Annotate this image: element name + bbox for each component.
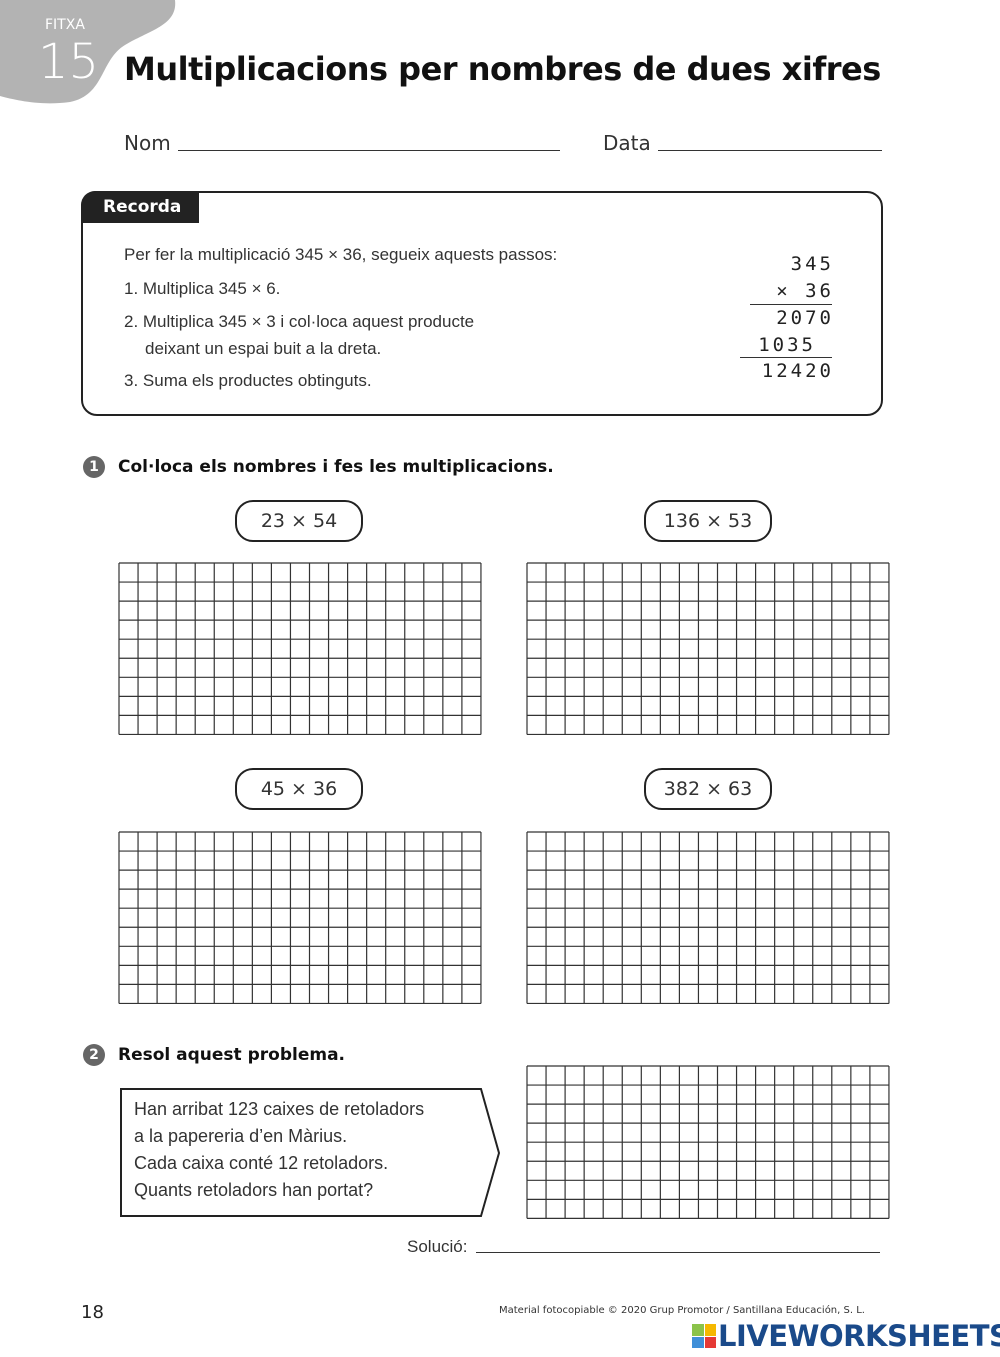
problem-line: Quants retoladors han portat?	[134, 1180, 374, 1200]
answer-grid-1[interactable]	[118, 562, 482, 736]
recorda-tag: Recorda	[81, 191, 199, 223]
operation-pill: 136 × 53	[644, 500, 772, 542]
fitxa-badge-shape	[0, 0, 176, 104]
date-field[interactable]	[658, 150, 882, 151]
example-line-1	[750, 304, 832, 305]
solution-field[interactable]	[476, 1252, 880, 1253]
recorda-box	[81, 191, 883, 416]
solution-label: Solució:	[407, 1237, 468, 1256]
recorda-step-2-cont: deixant un espai buit a la dreta.	[145, 339, 382, 358]
answer-grid-3[interactable]	[118, 831, 482, 1005]
problem-line: Cada caixa conté 12 retoladors.	[134, 1153, 389, 1173]
answer-grid-2[interactable]	[526, 562, 890, 736]
fitxa-number: 15	[38, 34, 100, 90]
date-label: Data	[603, 131, 651, 155]
recorda-step-1: 1. Multiplica 345 × 6.	[124, 279, 281, 298]
name-field[interactable]	[178, 150, 560, 151]
problem-line: Han arribat 123 caixes de retoladors	[134, 1099, 425, 1119]
example-row-3: 2070	[776, 307, 834, 329]
fitxa-label: FITXA	[45, 17, 85, 33]
exercise-2-number: 2	[83, 1044, 105, 1066]
answer-grid-problem[interactable]	[526, 1065, 890, 1219]
example-line-2	[740, 357, 832, 358]
exercise-1-number: 1	[83, 456, 105, 478]
liveworksheets-logo-icon	[692, 1324, 716, 1348]
page-title: Multiplicacions per nombres de dues xifr…	[124, 50, 881, 88]
operation-pill: 382 × 63	[644, 768, 772, 810]
problem-text: Han arribat 123 caixes de retoladors a l…	[134, 1096, 424, 1204]
operation-pill: 23 × 54	[235, 500, 363, 542]
recorda-step-2: 2. Multiplica 345 × 3 i col·loca aquest …	[124, 312, 475, 331]
recorda-intro: Per fer la multiplicació 345 × 36, segue…	[124, 245, 558, 264]
problem-line: a la papereria d’en Màrius.	[134, 1126, 348, 1146]
name-label: Nom	[124, 131, 171, 155]
operation-pill: 45 × 36	[235, 768, 363, 810]
exercise-2-instruction: Resol aquest problema.	[118, 1045, 346, 1065]
problem-box	[120, 1088, 501, 1217]
example-row-5: 12420	[761, 360, 834, 382]
example-row-2: × 36	[776, 280, 834, 302]
answer-grid-4[interactable]	[526, 831, 890, 1005]
example-row-1: 345	[790, 253, 834, 275]
example-row-4: 1035	[758, 334, 816, 356]
recorda-step-3: 3. Suma els productes obtinguts.	[124, 371, 372, 390]
page-number: 18	[81, 1302, 104, 1323]
copyright: Material fotocopiable © 2020 Grup Promot…	[499, 1305, 865, 1316]
exercise-1-instruction: Col·loca els nombres i fes les multiplic…	[118, 457, 554, 477]
liveworksheets-brand: LIVEWORKSHEETS	[718, 1319, 1000, 1353]
